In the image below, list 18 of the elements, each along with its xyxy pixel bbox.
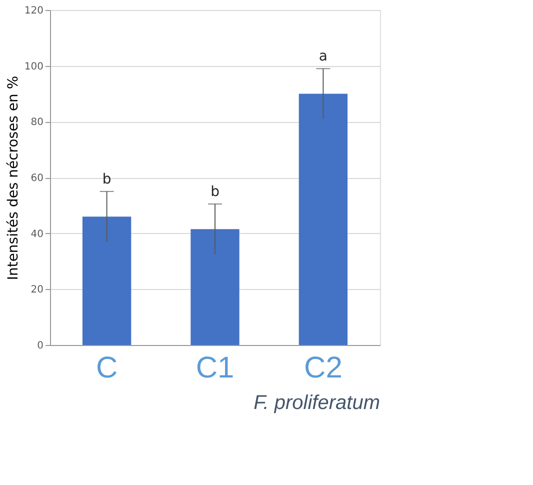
bar — [190, 229, 240, 345]
y-tick-label: 120 — [24, 6, 44, 16]
annotation: b — [102, 171, 112, 188]
y-tick-label: 0 — [37, 340, 44, 352]
bar — [82, 216, 132, 345]
y-tick-label: 80 — [30, 117, 44, 128]
annotation: b — [210, 184, 220, 200]
x-tick-label: C1 — [196, 352, 234, 384]
x-tick-label: C2 — [304, 352, 342, 384]
x-tick-label: C — [96, 352, 118, 384]
annotation: a — [318, 48, 328, 65]
y-tick-label: 100 — [24, 61, 44, 72]
y-tick-label: 60 — [30, 173, 44, 184]
y-tick-label: 40 — [30, 228, 44, 240]
y-tick-label: 20 — [30, 284, 44, 296]
bar — [298, 94, 348, 345]
y-axis-title: Intensités des nécroses en % — [5, 76, 22, 280]
text: F. proliferatum — [254, 392, 380, 414]
